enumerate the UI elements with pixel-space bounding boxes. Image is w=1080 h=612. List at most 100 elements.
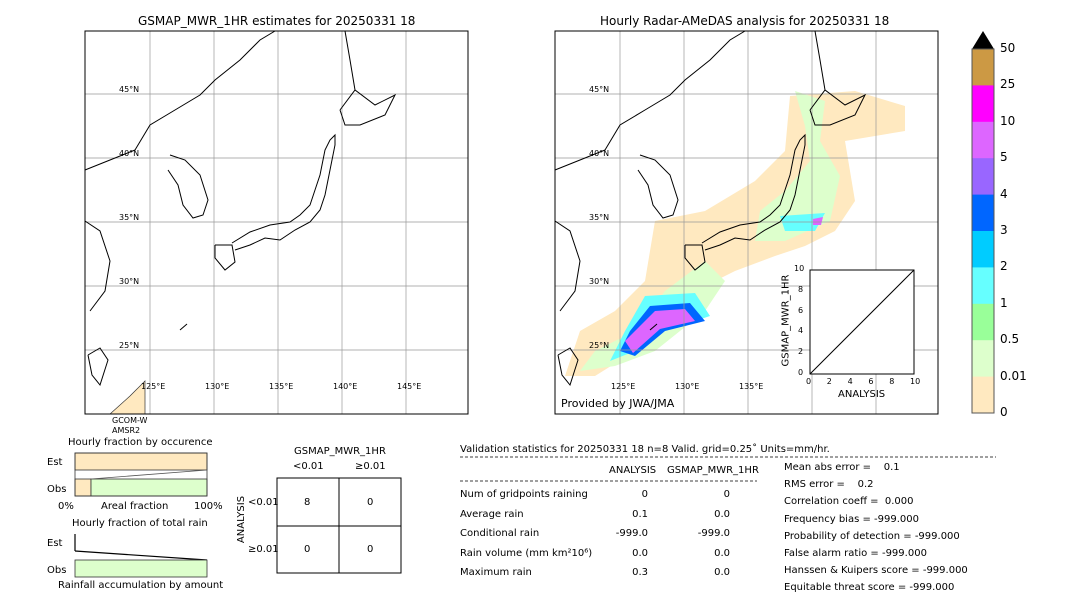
stats-analysis-value: 0	[641, 489, 648, 500]
x-tick-label: 6	[868, 377, 874, 386]
occurrence-title: Hourly fraction by occurence	[68, 437, 213, 448]
lat-label: 30°N	[119, 277, 140, 286]
stats-score: Mean abs error = 0.1	[784, 462, 900, 473]
colorbar-label: 50	[1000, 41, 1016, 55]
y-tick-label: 10	[794, 264, 805, 273]
stats-row-label: Rain volume (mm km²10⁶)	[460, 547, 593, 559]
stats-score: Equitable threat score = -999.000	[784, 582, 955, 594]
x-tick-label: 10	[910, 377, 921, 386]
row-header: ≥0.01	[248, 544, 279, 555]
lon-label: 130°E	[675, 382, 700, 391]
colorbar-segment	[972, 267, 994, 305]
colorbar-label: 10	[1000, 113, 1016, 128]
col-header: <0.01	[293, 461, 324, 472]
y-tick-label: 2	[798, 347, 804, 357]
lon-label: 135°E	[739, 382, 764, 391]
stats-score: Correlation coeff = 0.000	[784, 496, 914, 508]
colorbar-label: 0.01	[1000, 368, 1027, 383]
lat-label: 45°N	[589, 85, 610, 94]
lat-label: 40°N	[589, 149, 610, 158]
obs-bar-rain	[90, 478, 208, 497]
lat-label: 35°N	[589, 213, 610, 222]
lon-label: 145°E	[397, 382, 422, 391]
stats-row-label: Maximum rain	[460, 567, 532, 578]
stats-header: Validation statistics for 20250331 18 n=…	[460, 444, 830, 455]
colorbar-segment	[972, 49, 994, 86]
stats-col-header: ANALYSIS	[609, 465, 657, 476]
obs-bar-norain	[74, 478, 92, 497]
scatter-ylabel: GSMAP_MWR_1HR	[780, 274, 792, 367]
scatter-xlabel: ANALYSIS	[838, 389, 886, 400]
stats-analysis-value: 0.3	[632, 567, 648, 578]
diagonal-line	[809, 269, 915, 375]
colorbar-segment	[972, 121, 994, 159]
stats-gsmap-value: -999.0	[697, 528, 730, 539]
y-tick-label: 8	[798, 284, 804, 294]
lon-label: 140°E	[333, 382, 358, 391]
stats-col-header: GSMAP_MWR_1HR	[667, 465, 759, 476]
stats-score: RMS error = 0.2	[784, 479, 874, 491]
total-rain-title: Hourly fraction of total rain	[72, 518, 208, 529]
colorbar-segment	[972, 376, 994, 414]
col-header: ≥0.01	[355, 461, 386, 472]
amsr2-swath	[109, 380, 146, 415]
row-header: <0.01	[248, 497, 279, 508]
credit-label: Provided by JWA/JMA	[561, 397, 675, 410]
lat-label: 45°N	[119, 85, 140, 94]
colorbar-label: 5	[1000, 150, 1008, 165]
lon-label: 135°E	[269, 382, 294, 391]
est-label: Est	[47, 457, 63, 468]
x-tick-100: 100%	[194, 501, 223, 512]
obs-bar	[74, 559, 208, 578]
x-tick-label: 0	[806, 377, 812, 386]
inset-scatter	[809, 269, 915, 375]
stats-score: Probability of detection = -999.000	[784, 530, 960, 542]
stats-analysis-value: -999.0	[615, 528, 648, 539]
colorbar-label: 3	[1000, 223, 1008, 237]
occurrence-xlabel: Areal fraction	[101, 501, 169, 512]
stats-score: False alarm ratio = -999.000	[784, 548, 927, 559]
total-rain-xlabel: Rainfall accumulation by amount	[58, 580, 224, 591]
stats-analysis-value: 0.1	[632, 508, 648, 520]
lat-label: 25°N	[589, 341, 610, 350]
colorbar-label: 2	[1000, 259, 1008, 274]
stats-gsmap-value: 0.0	[714, 547, 730, 559]
colorbar-segment	[972, 158, 994, 196]
table-cell: 0	[367, 544, 374, 555]
obs-label: Obs	[47, 484, 67, 495]
sensor-label: AMSR2	[112, 426, 141, 435]
colorbar-segment	[972, 194, 994, 232]
stats-gsmap-value: 0.0	[714, 508, 730, 520]
lat-label: 25°N	[119, 341, 140, 350]
stats-gsmap-value: 0.0	[714, 567, 730, 578]
colorbar-segment	[972, 85, 994, 123]
left-map	[84, 30, 469, 415]
lon-label: 125°E	[141, 382, 166, 391]
colorbar-label: 25	[1000, 77, 1016, 92]
table-cell: 8	[304, 497, 311, 508]
table-row-label: ANALYSIS	[236, 495, 248, 544]
right-map	[554, 30, 939, 415]
x-tick-label: 2	[826, 377, 832, 386]
colorbar-label: 4	[1000, 186, 1008, 201]
lat-label: 40°N	[119, 149, 140, 158]
table-cell: 0	[304, 544, 311, 555]
lat-label: 35°N	[119, 213, 140, 222]
y-tick-label: 0	[798, 368, 804, 377]
colorbar	[971, 31, 995, 414]
lon-label: 130°E	[205, 382, 230, 391]
est-bar	[74, 452, 208, 471]
table-cell: 0	[367, 497, 374, 508]
colorbar-segment	[972, 340, 994, 378]
satellite-label: GCOM-W	[112, 416, 148, 425]
stats-score: Frequency bias = -999.000	[784, 513, 919, 525]
lat-label: 30°N	[589, 277, 610, 286]
rain-area-magenta	[625, 217, 823, 353]
colorbar-label: 0.5	[1000, 332, 1020, 347]
lon-label: 125°E	[611, 382, 636, 391]
stats-row-label: Num of gridpoints raining	[460, 489, 588, 500]
stats-analysis-value: 0.0	[632, 547, 648, 559]
stats-row-label: Average rain	[460, 508, 524, 520]
y-tick-label: 6	[798, 305, 804, 315]
